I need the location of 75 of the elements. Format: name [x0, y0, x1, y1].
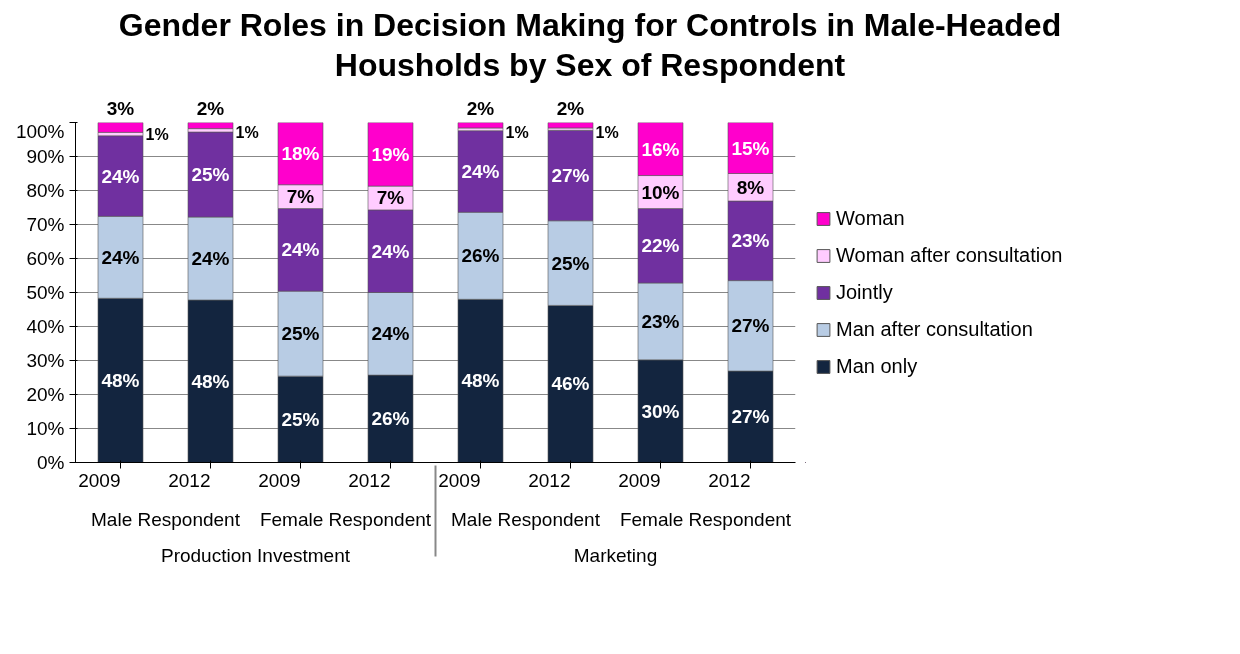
legend-label: Woman after consultation [836, 243, 1063, 267]
data-label: 25% [551, 252, 590, 274]
data-label: 24% [101, 165, 140, 187]
y-tick-label: 50% [26, 282, 65, 303]
data-label: 18% [281, 143, 320, 165]
y-tick-label: 80% [26, 180, 65, 201]
y-tick-label: 0% [37, 452, 65, 473]
data-label: 27% [551, 165, 590, 187]
y-tick-label: 10% [26, 418, 65, 439]
text: Male Respondent [91, 508, 241, 530]
x-tick-label: 2009 [618, 470, 661, 491]
text: Female Respondent [259, 508, 432, 530]
data-label: 23% [641, 310, 680, 332]
data-label: 15% [731, 137, 770, 159]
data-label: 1% [235, 124, 259, 142]
legend-label: Woman [836, 206, 905, 230]
data-label: 26% [461, 245, 500, 267]
x-tick-label: 2012 [168, 470, 211, 491]
legend-label: Jointly [836, 280, 893, 304]
data-label: 24% [101, 246, 140, 268]
data-label: 48% [101, 369, 140, 391]
data-label: 2% [466, 98, 495, 119]
data-label: 22% [641, 235, 680, 257]
data-label: 24% [371, 323, 410, 345]
data-label: 48% [461, 370, 500, 392]
y-tick-label: 60% [26, 248, 65, 269]
legend-label: Man after consultation [836, 317, 1033, 341]
data-label: 8% [736, 176, 765, 198]
data-label: 3% [106, 98, 135, 119]
data-label: 25% [281, 323, 320, 345]
y-tick-label: 70% [26, 214, 65, 235]
x-tick-label: 2012 [528, 470, 571, 491]
data-label: 46% [551, 373, 590, 395]
bar [547, 122, 594, 129]
y-tick-label: 90% [26, 146, 65, 167]
x-tick-label: 2009 [78, 470, 121, 491]
data-label: 2% [196, 98, 225, 119]
y-tick-label: 40% [26, 316, 65, 337]
text: Production Investment [160, 544, 351, 566]
data-label: 1% [145, 125, 169, 143]
y-tick-label: 100% [15, 120, 65, 142]
data-label: 10% [641, 181, 680, 203]
data-label: 24% [461, 160, 500, 182]
data-label: 27% [731, 406, 770, 428]
text: Male Respondent [451, 508, 601, 530]
data-label: 19% [371, 143, 410, 165]
data-label: 7% [286, 186, 315, 208]
data-label: 7% [376, 187, 405, 209]
y-tick-label: 20% [26, 384, 65, 405]
data-label: 23% [731, 230, 770, 252]
x-tick-label: 2012 [348, 470, 391, 491]
x-tick-label: 2009 [438, 470, 481, 491]
bar [457, 122, 504, 129]
data-label: 48% [191, 370, 230, 392]
x-tick-label: 2009 [258, 470, 301, 491]
text: Female Respondent [619, 508, 792, 530]
data-label: 24% [371, 240, 410, 262]
data-label: 24% [191, 248, 230, 269]
data-label: 25% [281, 408, 320, 430]
data-label: 16% [641, 138, 680, 160]
y-tick-label: 30% [26, 350, 65, 371]
data-label: 30% [641, 400, 680, 422]
data-label: 25% [191, 164, 230, 186]
text: Marketing [573, 544, 658, 566]
chart-title: Gender Roles in Decision Making for Controls in Male-Headed Housholds by Sex of Respondent [117, 6, 1063, 85]
data-label: 2% [556, 98, 585, 119]
x-tick-label: 2012 [708, 470, 751, 491]
data-label: 1% [505, 124, 529, 142]
legend-label: Man only [836, 354, 918, 378]
data-label: 26% [371, 408, 410, 430]
data-label: 24% [281, 239, 320, 261]
bar [187, 122, 234, 129]
data-label: 1% [595, 124, 619, 142]
bar [97, 122, 144, 133]
data-label: 27% [731, 315, 770, 337]
